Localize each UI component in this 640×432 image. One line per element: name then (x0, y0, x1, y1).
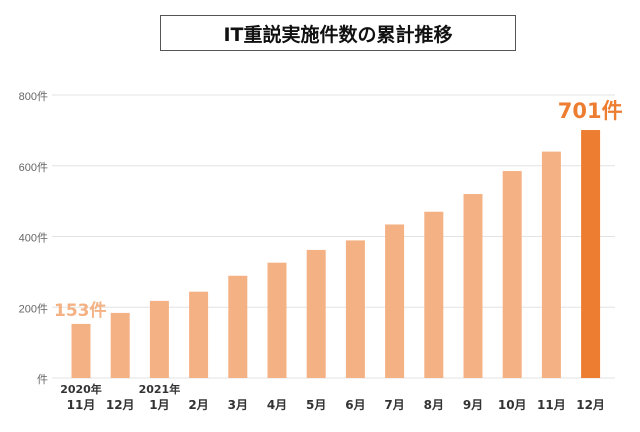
y-tick-label: 800件 (19, 90, 48, 103)
x-tick-label: 10月 (498, 398, 527, 412)
y-tick-label: 件 (37, 373, 48, 386)
bar (385, 224, 405, 378)
bar (581, 130, 601, 378)
data-label: 153件 (54, 300, 107, 321)
year-label: 2020年 (60, 382, 102, 396)
x-tick-label: 5月 (306, 398, 326, 412)
bar (71, 323, 91, 378)
year-label: 2021年 (139, 382, 181, 396)
bar (149, 300, 169, 378)
bar (267, 262, 287, 378)
bar (306, 249, 326, 378)
bar (189, 291, 209, 378)
x-tick-label: 11月 (67, 398, 96, 412)
bar (228, 275, 248, 378)
x-tick-label: 9月 (463, 398, 483, 412)
y-tick-label: 400件 (19, 232, 48, 245)
x-tick-label: 11月 (537, 398, 566, 412)
bar (463, 194, 483, 378)
bar (424, 211, 444, 378)
bar (541, 151, 561, 378)
chart-title: IT重説実施件数の累計推移 (160, 15, 516, 51)
bar (345, 240, 365, 378)
y-tick-label: 200件 (19, 302, 48, 315)
x-tick-label: 12月 (106, 398, 135, 412)
data-label: 701件 (558, 99, 623, 123)
x-tick-label: 7月 (384, 398, 404, 412)
bar (502, 171, 522, 378)
x-tick-label: 3月 (228, 398, 248, 412)
y-tick-label: 600件 (19, 161, 48, 174)
x-tick-label: 6月 (345, 398, 365, 412)
x-tick-label: 8月 (424, 398, 444, 412)
x-tick-label: 2月 (188, 398, 208, 412)
bar (110, 312, 130, 378)
x-tick-label: 4月 (267, 398, 287, 412)
x-tick-label: 12月 (576, 398, 605, 412)
x-tick-label: 1月 (149, 398, 169, 412)
